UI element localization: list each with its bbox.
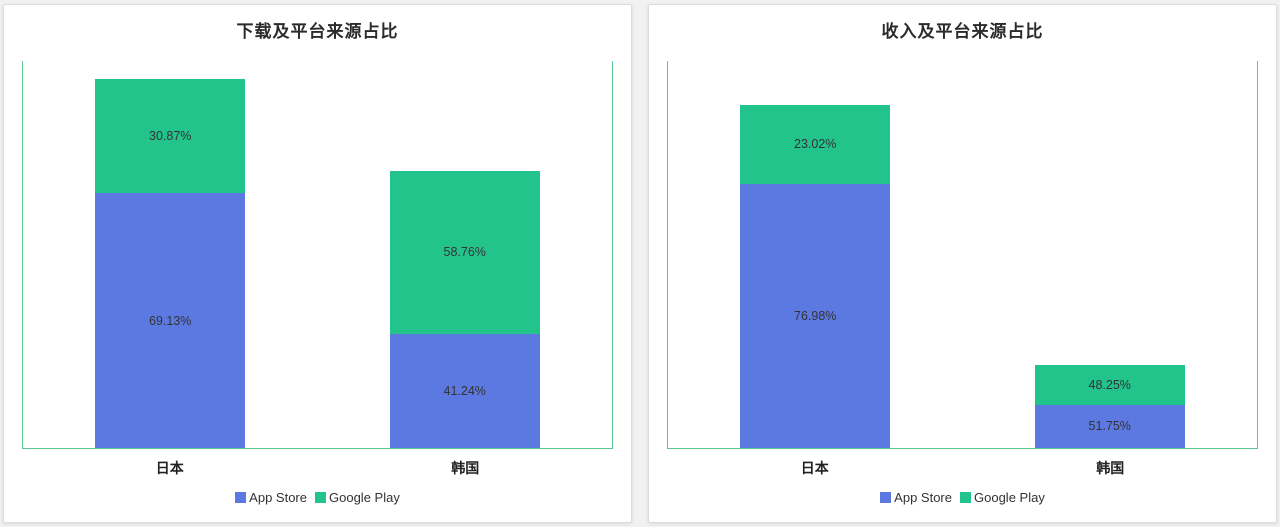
legend-item-app-store[interactable]: App Store [880,490,952,505]
bar-segment-google-play-日本[interactable]: 30.87% [95,79,246,194]
bar-segment-google-play-日本[interactable]: 23.02% [740,104,891,184]
legend-item-google-play[interactable]: Google Play [315,490,400,505]
legend-item-google-play[interactable]: Google Play [960,490,1045,505]
legend-label: App Store [894,490,952,505]
legend-label: Google Play [329,490,400,505]
x-axis-label-日本: 日本 [800,460,829,476]
legend-label: Google Play [974,490,1045,505]
legend-item-app-store[interactable]: App Store [235,490,307,505]
legend-revenue: App Store Google Play [649,490,1276,505]
legend-label: App Store [249,490,307,505]
x-axis-revenue: 日本 韩国 [667,449,1258,478]
bar-value-label: 51.75% [1088,419,1131,434]
bar-stack-韩国: 48.25% 51.75% [1034,364,1185,448]
bar-stack-日本: 30.87% 69.13% [95,79,246,448]
chart-title-revenue: 收入及平台来源占比 [881,22,1044,41]
legend-swatch-icon [960,492,971,503]
bar-value-label: 41.24% [443,383,486,398]
bar-segment-app-store-韩国[interactable]: 41.24% [389,333,540,448]
bar-segment-app-store-日本[interactable]: 69.13% [95,193,246,448]
chart-panel-downloads: 下载及平台来源占比 30.87% 69.13% 58.76% 41.24% 日本 韩国 … [3,4,632,523]
legend-swatch-icon [315,492,326,503]
x-axis-label-韩国: 韩国 [1096,460,1125,476]
x-axis-downloads: 日本 韩国 [22,449,613,478]
chart-panel-revenue: 收入及平台来源占比 23.02% 76.98% 48.25% 51.75% 日本 韩国 … [648,4,1277,523]
bar-value-label: 23.02% [794,137,837,152]
chart-title-downloads: 下载及平台来源占比 [236,22,399,41]
bar-stack-日本: 23.02% 76.98% [740,104,891,448]
legend-swatch-icon [880,492,892,503]
x-axis-label-日本: 日本 [155,460,184,476]
plot-area-downloads: 30.87% 69.13% 58.76% 41.24% [22,61,613,449]
bar-segment-app-store-日本[interactable]: 76.98% [740,183,891,448]
legend-swatch-icon [235,492,247,503]
x-axis-label-韩国: 韩国 [451,460,480,476]
bar-segment-google-play-韩国[interactable]: 48.25% [1034,364,1185,405]
bar-value-label: 48.25% [1088,377,1131,392]
plot-area-revenue: 23.02% 76.98% 48.25% 51.75% [667,61,1258,449]
bar-stack-韩国: 58.76% 41.24% [389,170,540,448]
bar-value-label: 76.98% [794,308,837,323]
bar-value-label: 69.13% [149,313,192,328]
legend-downloads: App Store Google Play [4,490,631,505]
bar-segment-app-store-韩国[interactable]: 51.75% [1034,404,1185,448]
bar-value-label: 58.76% [443,245,486,260]
bar-segment-google-play-韩国[interactable]: 58.76% [389,170,540,334]
bar-value-label: 30.87% [149,129,192,144]
